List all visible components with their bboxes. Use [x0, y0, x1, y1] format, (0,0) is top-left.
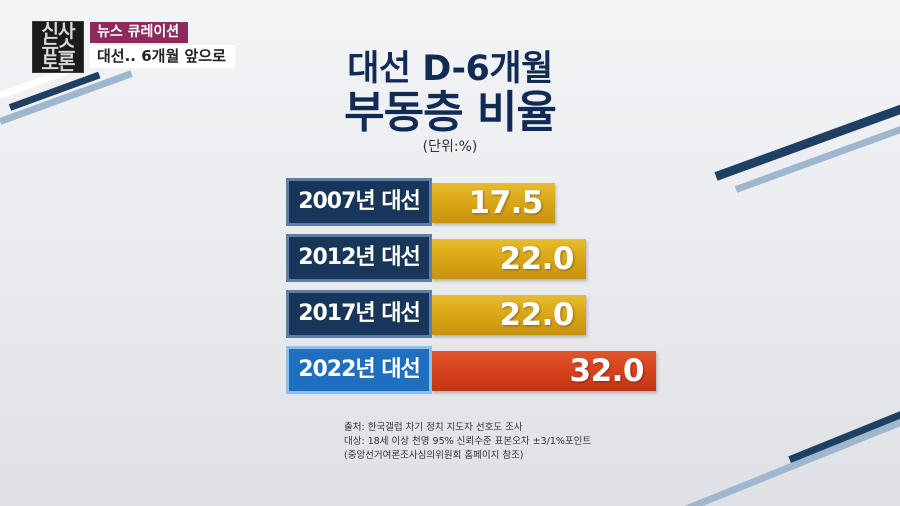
- unit-label: (단위:%): [422, 139, 478, 155]
- footnote-sample: 대상: 18세 이상 천명 95% 신뢰수준 표본오차 ±3/1%포인트: [344, 436, 592, 447]
- bar: [432, 183, 555, 223]
- chart-subtitle: 부동층 비율: [344, 87, 557, 138]
- chart-title: 대선 D-6개월: [347, 49, 553, 89]
- category-label: 2007년 대선: [286, 178, 432, 226]
- footnotes: 출처: 한국갤럽 차기 정치 지도자 선호도 조사 대상: 18세 이상 천명 …: [344, 421, 591, 463]
- logo-line: 토론: [41, 53, 76, 73]
- background-stripe: [678, 418, 900, 506]
- broadcast-logo: 신사 뉴스 토론: [32, 21, 84, 73]
- bar-value-label: 17.5: [468, 185, 544, 221]
- footnote-source: 출처: 한국갤럽 차기 정치 지도자 선호도 조사: [344, 422, 523, 433]
- bar: [432, 295, 586, 335]
- logo-line: 뉴스: [41, 37, 76, 58]
- bar-value-label: 22.0: [499, 241, 575, 277]
- category-label: 2022년 대선: [286, 346, 432, 394]
- bar-value-label: 22.0: [499, 297, 575, 333]
- category-label: 2017년 대선: [286, 290, 432, 338]
- category-label: 2012년 대선: [286, 234, 432, 282]
- bar-value-label: 32.0: [569, 353, 645, 389]
- segment-tag: 뉴스 큐레이션: [90, 22, 189, 43]
- segment-subtitle: 대선.. 6개월 앞으로: [90, 45, 235, 68]
- background-stripe: [0, 70, 133, 125]
- bar: [432, 351, 656, 391]
- logo-line: 신사: [41, 21, 76, 42]
- bar: [432, 239, 586, 279]
- footnote-reference: (중앙선거여론조사심의위원회 홈페이지 참조): [344, 450, 524, 461]
